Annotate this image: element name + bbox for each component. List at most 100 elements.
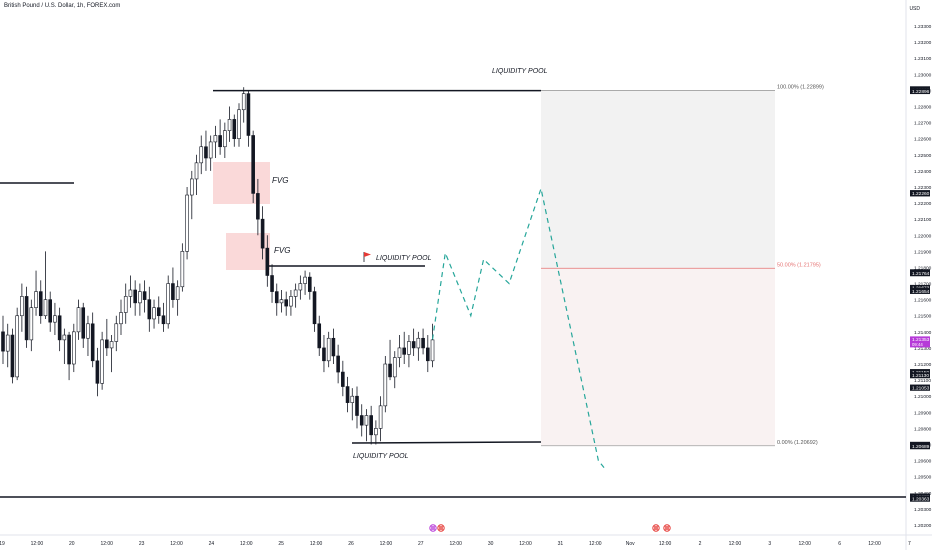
candle	[72, 323, 76, 373]
liquidity-pool-bottom-label: LIQUIDITY POOL	[353, 453, 409, 460]
candle	[416, 331, 421, 361]
event-marker-flag	[665, 526, 669, 530]
symbol-title[interactable]: British Pound / U.S. Dollar, 1h, FOREX.c…	[4, 3, 121, 9]
price-tick-label: 1.20300	[914, 507, 932, 513]
candle	[397, 335, 402, 368]
candle-body	[156, 307, 161, 317]
price-badge-text: 1.22896	[912, 89, 930, 95]
price-tick-label: 1.21800	[914, 265, 932, 271]
candle	[392, 351, 397, 389]
candle	[421, 328, 425, 355]
liquidity-pool-top-label: LIQUIDITY POOL	[492, 68, 548, 75]
candle	[90, 312, 95, 368]
candlestick-series	[1, 87, 435, 445]
candle	[38, 280, 43, 324]
candle-body	[53, 315, 57, 323]
fvg-zone-1[interactable]	[213, 162, 270, 204]
candle	[374, 420, 378, 445]
flag-cloth	[364, 252, 371, 257]
candle	[128, 275, 133, 308]
candle	[246, 90, 251, 147]
candle	[265, 235, 270, 287]
candle	[166, 275, 170, 329]
candle-body	[411, 341, 416, 349]
price-badge: 1.22260	[910, 190, 930, 197]
candle-body	[274, 291, 279, 304]
candle	[341, 360, 345, 397]
candle-body	[336, 355, 340, 373]
candle-body	[374, 428, 378, 436]
candle	[53, 302, 57, 336]
price-badge: 1.21764	[910, 270, 930, 277]
fib-level-label: 0.00% (1.20692)	[777, 440, 818, 446]
candle-body	[227, 119, 232, 131]
candle-body	[208, 141, 213, 159]
fvg-label-1: FVG	[272, 176, 288, 185]
price-badge-bg	[910, 287, 930, 294]
candle	[293, 283, 298, 308]
candle	[251, 130, 255, 204]
event-marker-icon	[437, 524, 445, 532]
price-tick-label: 1.21300	[914, 346, 932, 352]
candle	[156, 296, 161, 324]
fvg-label-2: FVG	[274, 246, 290, 255]
candle-body	[241, 93, 246, 111]
candle	[270, 264, 274, 303]
candle	[322, 335, 326, 373]
candle	[430, 323, 435, 368]
price-badge-text: 1.20363	[912, 497, 930, 503]
candle-body	[279, 299, 284, 304]
price-badges: 1.229071.228961.222621.222601.217701.217…	[910, 86, 930, 503]
price-tick-label: 1.20800	[914, 426, 932, 432]
candle	[147, 286, 152, 332]
time-tick-label: 25	[278, 541, 284, 547]
candle	[161, 302, 166, 332]
time-tick-label: 12:00	[659, 541, 672, 547]
candle	[213, 125, 218, 159]
price-tick-label: 1.22600	[914, 137, 932, 143]
price-tick-label: 1.21200	[914, 362, 932, 368]
time-tick-label: 12:00	[798, 541, 811, 547]
candle	[133, 280, 137, 316]
candle-body	[407, 341, 411, 355]
candle-body	[284, 299, 289, 307]
candle	[232, 114, 237, 147]
candle	[378, 396, 383, 442]
price-tick-label: 1.22700	[914, 121, 932, 127]
fib-lower-zone	[541, 268, 775, 446]
candle	[312, 286, 317, 332]
price-badge: 1.22896	[910, 88, 930, 95]
candle	[119, 299, 123, 336]
candle-body	[20, 296, 24, 317]
price-tick-label: 1.22500	[914, 153, 932, 159]
candle-body	[270, 275, 274, 292]
candle-body	[161, 315, 166, 325]
candle-body	[76, 307, 81, 333]
price-tick-label: 1.20900	[914, 410, 932, 416]
candle	[20, 283, 24, 332]
candle-body	[95, 360, 100, 384]
candle	[402, 331, 407, 365]
price-badge-bg	[910, 372, 930, 379]
candle	[100, 331, 104, 390]
candle-body	[265, 247, 270, 276]
candle-body	[138, 291, 142, 304]
candle-body	[341, 371, 345, 387]
event-marker-flag	[439, 526, 443, 530]
price-tick-label: 1.22100	[914, 217, 932, 223]
candle	[199, 135, 204, 175]
candle-body	[322, 347, 326, 362]
candle-body	[81, 307, 86, 339]
candle-body	[350, 395, 355, 403]
event-markers[interactable]	[429, 524, 671, 532]
price-badge-text: 1.21353	[912, 337, 930, 343]
candle	[67, 331, 71, 381]
candle	[24, 286, 29, 348]
time-tick-label: 12:00	[31, 541, 44, 547]
price-badge-text: 1.21764	[912, 271, 930, 277]
candle	[326, 331, 331, 368]
candle	[62, 328, 67, 365]
time-axis[interactable]: 19 12:00 20 12:00 23 12:00 24 12:00 25 12:00 26 12:…	[0, 541, 911, 547]
